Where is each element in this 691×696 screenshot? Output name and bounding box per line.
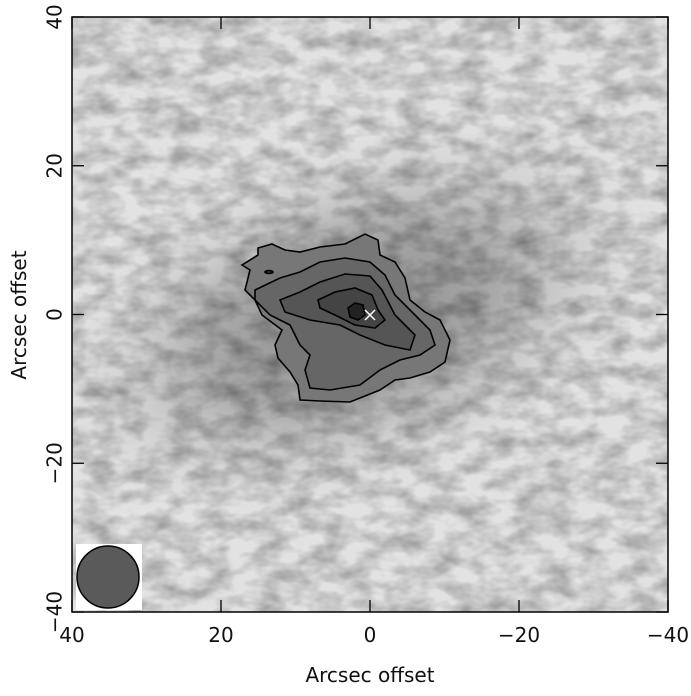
- x-tick-label: 40: [59, 623, 84, 647]
- y-tick-label: −20: [43, 442, 67, 484]
- x-tick-label: −20: [498, 623, 540, 647]
- x-tick-label: 20: [208, 623, 233, 647]
- beam: [76, 545, 140, 609]
- y-tick-label: 20: [43, 153, 67, 178]
- x-tick-label: 0: [364, 623, 377, 647]
- y-tick-label: 40: [43, 4, 67, 29]
- y-tick-label: 0: [43, 308, 67, 321]
- x-axis-label: Arcsec offset: [305, 663, 434, 687]
- y-tick-label: −40: [43, 591, 67, 633]
- contours: [240, 233, 451, 403]
- x-tick-label: −40: [647, 623, 689, 647]
- source-marker: [364, 309, 376, 321]
- y-axis-label: Arcsec offset: [7, 250, 31, 379]
- image: [72, 17, 668, 612]
